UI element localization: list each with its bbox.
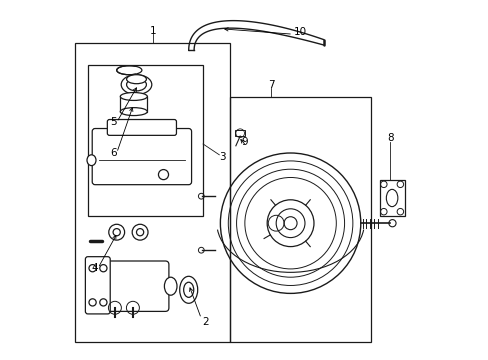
Text: 10: 10 (293, 27, 306, 37)
Text: 7: 7 (267, 80, 274, 90)
Text: 6: 6 (110, 148, 116, 158)
Text: 4: 4 (91, 263, 98, 273)
Text: 5: 5 (110, 117, 116, 127)
FancyBboxPatch shape (97, 261, 168, 311)
Ellipse shape (120, 93, 147, 100)
Ellipse shape (126, 78, 146, 91)
Text: 1: 1 (149, 26, 156, 36)
Ellipse shape (386, 189, 397, 207)
FancyBboxPatch shape (85, 257, 110, 314)
Ellipse shape (121, 75, 151, 94)
Ellipse shape (164, 277, 177, 295)
Ellipse shape (126, 75, 146, 84)
FancyBboxPatch shape (92, 129, 191, 185)
Ellipse shape (87, 155, 96, 166)
Circle shape (158, 170, 168, 180)
Ellipse shape (179, 276, 197, 303)
Ellipse shape (120, 108, 147, 116)
Text: 2: 2 (202, 317, 208, 327)
Text: 3: 3 (219, 152, 226, 162)
Ellipse shape (183, 282, 193, 297)
Text: 9: 9 (241, 137, 247, 147)
FancyBboxPatch shape (107, 120, 176, 135)
Text: 8: 8 (386, 133, 393, 143)
